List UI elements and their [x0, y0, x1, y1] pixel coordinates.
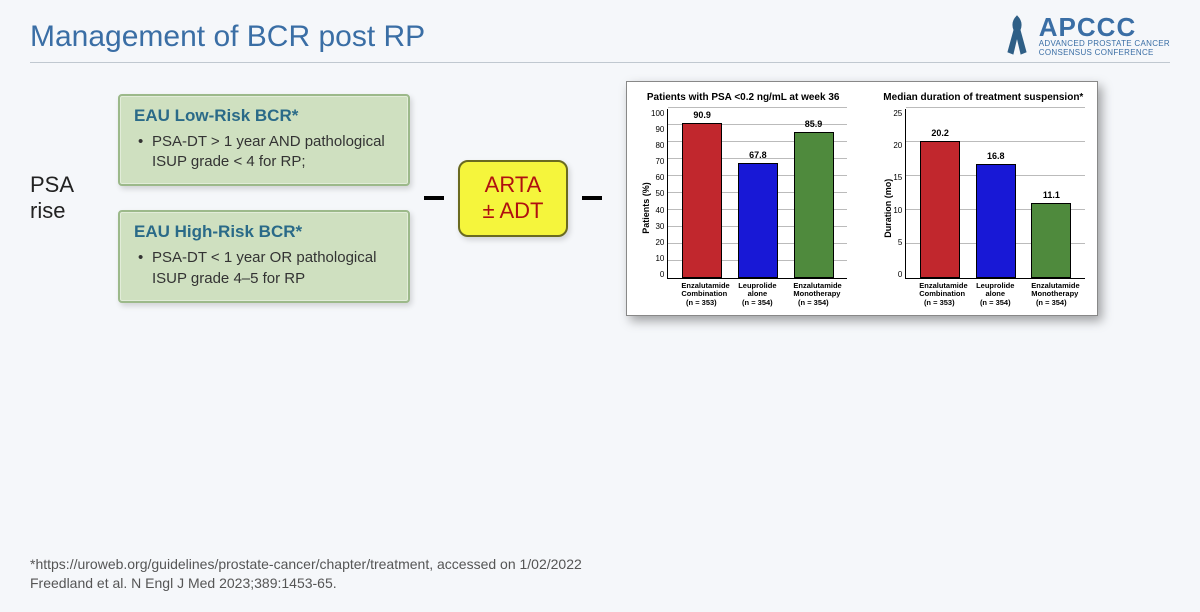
- high-risk-body: PSA-DT < 1 year OR pathological ISUP gra…: [134, 248, 394, 289]
- x-ticks: EnzalutamideCombination(n = 353) Leuproli…: [905, 279, 1085, 307]
- y-tick: 5: [898, 238, 902, 247]
- y-tick: 20: [893, 141, 902, 150]
- arta-box: ARTA ± ADT: [458, 160, 568, 237]
- bars: 20.2 16.8 11.1: [906, 109, 1085, 278]
- y-tick: 10: [655, 254, 664, 263]
- bar-value-label: 67.8: [749, 150, 767, 160]
- footer-line2: Freedland et al. N Engl J Med 2023;389:1…: [30, 574, 582, 594]
- high-risk-title: EAU High-Risk BCR*: [134, 222, 394, 242]
- content-row: PSA rise EAU Low-Risk BCR* PSA-DT > 1 ye…: [30, 81, 1170, 316]
- plot-area: 20.2 16.8 11.1: [905, 109, 1085, 279]
- bar-value-label: 11.1: [1043, 190, 1060, 200]
- bar: 16.8: [976, 164, 1016, 278]
- chart-right-title: Median duration of treatment suspension*: [881, 92, 1085, 103]
- low-risk-box: EAU Low-Risk BCR* PSA-DT > 1 year AND pa…: [118, 94, 410, 187]
- y-tick: 60: [655, 173, 664, 182]
- bars: 90.9 67.8 85.9: [668, 109, 847, 278]
- y-ticks: 1009080706050403020100: [651, 109, 667, 279]
- logo-main: APCCC: [1039, 14, 1170, 40]
- bar: 20.2: [920, 141, 960, 278]
- chart-right: Median duration of treatment suspension*…: [881, 92, 1085, 307]
- psa-rise-label: PSA rise: [30, 172, 108, 224]
- y-tick: 70: [655, 157, 664, 166]
- grid-line: [668, 107, 847, 108]
- y-tick: 15: [893, 173, 902, 182]
- low-risk-title: EAU Low-Risk BCR*: [134, 106, 394, 126]
- bar: 11.1: [1031, 203, 1071, 278]
- y-tick: 50: [655, 189, 664, 198]
- y-tick: 0: [898, 270, 902, 279]
- y-tick: 40: [655, 206, 664, 215]
- footer: *https://uroweb.org/guidelines/prostate-…: [30, 555, 582, 594]
- arta-line2: ± ADT: [474, 198, 552, 224]
- risk-stack: EAU Low-Risk BCR* PSA-DT > 1 year AND pa…: [118, 94, 410, 303]
- high-risk-box: EAU High-Risk BCR* PSA-DT < 1 year OR pa…: [118, 210, 410, 303]
- bar-value-label: 85.9: [805, 119, 823, 129]
- ribbon-icon: [1003, 14, 1031, 61]
- y-ticks: 25 20 15 10 5 0: [893, 109, 905, 279]
- connector-left: [424, 196, 444, 200]
- logo-text: APCCC ADVANCED PROSTATE CANCER CONSENSUS…: [1039, 14, 1170, 58]
- bar: 90.9: [682, 123, 722, 278]
- x-tick: EnzalutamideMonotherapy(n = 354): [793, 282, 833, 307]
- logo: APCCC ADVANCED PROSTATE CANCER CONSENSUS…: [1003, 14, 1170, 61]
- x-ticks: EnzalutamideCombination(n = 353) Leuproli…: [667, 279, 847, 307]
- x-tick: EnzalutamideCombination(n = 353): [919, 282, 959, 307]
- low-risk-body: PSA-DT > 1 year AND pathological ISUP gr…: [134, 132, 394, 173]
- y-tick: 90: [655, 125, 664, 134]
- left-column: PSA rise EAU Low-Risk BCR* PSA-DT > 1 ye…: [30, 94, 410, 303]
- logo-sub2: CONSENSUS CONFERENCE: [1039, 49, 1170, 58]
- page-title: Management of BCR post RP: [30, 20, 1170, 54]
- chart-left: Patients with PSA <0.2 ng/mL at week 36 …: [639, 92, 847, 307]
- y-tick: 30: [655, 222, 664, 231]
- slide: APCCC ADVANCED PROSTATE CANCER CONSENSUS…: [0, 0, 1200, 612]
- connector-right: [582, 196, 602, 200]
- y-tick: 25: [893, 109, 902, 118]
- y-tick: 20: [655, 238, 664, 247]
- arta-line1: ARTA: [474, 172, 552, 198]
- y-tick: 100: [651, 109, 664, 118]
- bar-value-label: 20.2: [931, 128, 949, 138]
- title-rule: [30, 62, 1170, 63]
- y-axis-label: Duration (mo): [881, 109, 893, 307]
- y-tick: 10: [893, 206, 902, 215]
- grid-line: [906, 107, 1085, 108]
- chart-left-title: Patients with PSA <0.2 ng/mL at week 36: [639, 92, 847, 103]
- footer-line1: *https://uroweb.org/guidelines/prostate-…: [30, 555, 582, 575]
- charts-panel: Patients with PSA <0.2 ng/mL at week 36 …: [626, 81, 1098, 316]
- x-tick: Leuprolidealone(n = 354): [975, 282, 1015, 307]
- plot-area: 90.9 67.8 85.9: [667, 109, 847, 279]
- x-tick: EnzalutamideCombination(n = 353): [681, 282, 721, 307]
- y-axis-label: Patients (%): [639, 109, 651, 307]
- bar: 67.8: [738, 163, 778, 278]
- bar: 85.9: [794, 132, 834, 278]
- x-tick: EnzalutamideMonotherapy(n = 354): [1031, 282, 1071, 307]
- y-tick: 80: [655, 141, 664, 150]
- x-tick: Leuprolidealone(n = 354): [737, 282, 777, 307]
- bar-value-label: 16.8: [987, 151, 1005, 161]
- bar-value-label: 90.9: [693, 110, 711, 120]
- y-tick: 0: [660, 270, 664, 279]
